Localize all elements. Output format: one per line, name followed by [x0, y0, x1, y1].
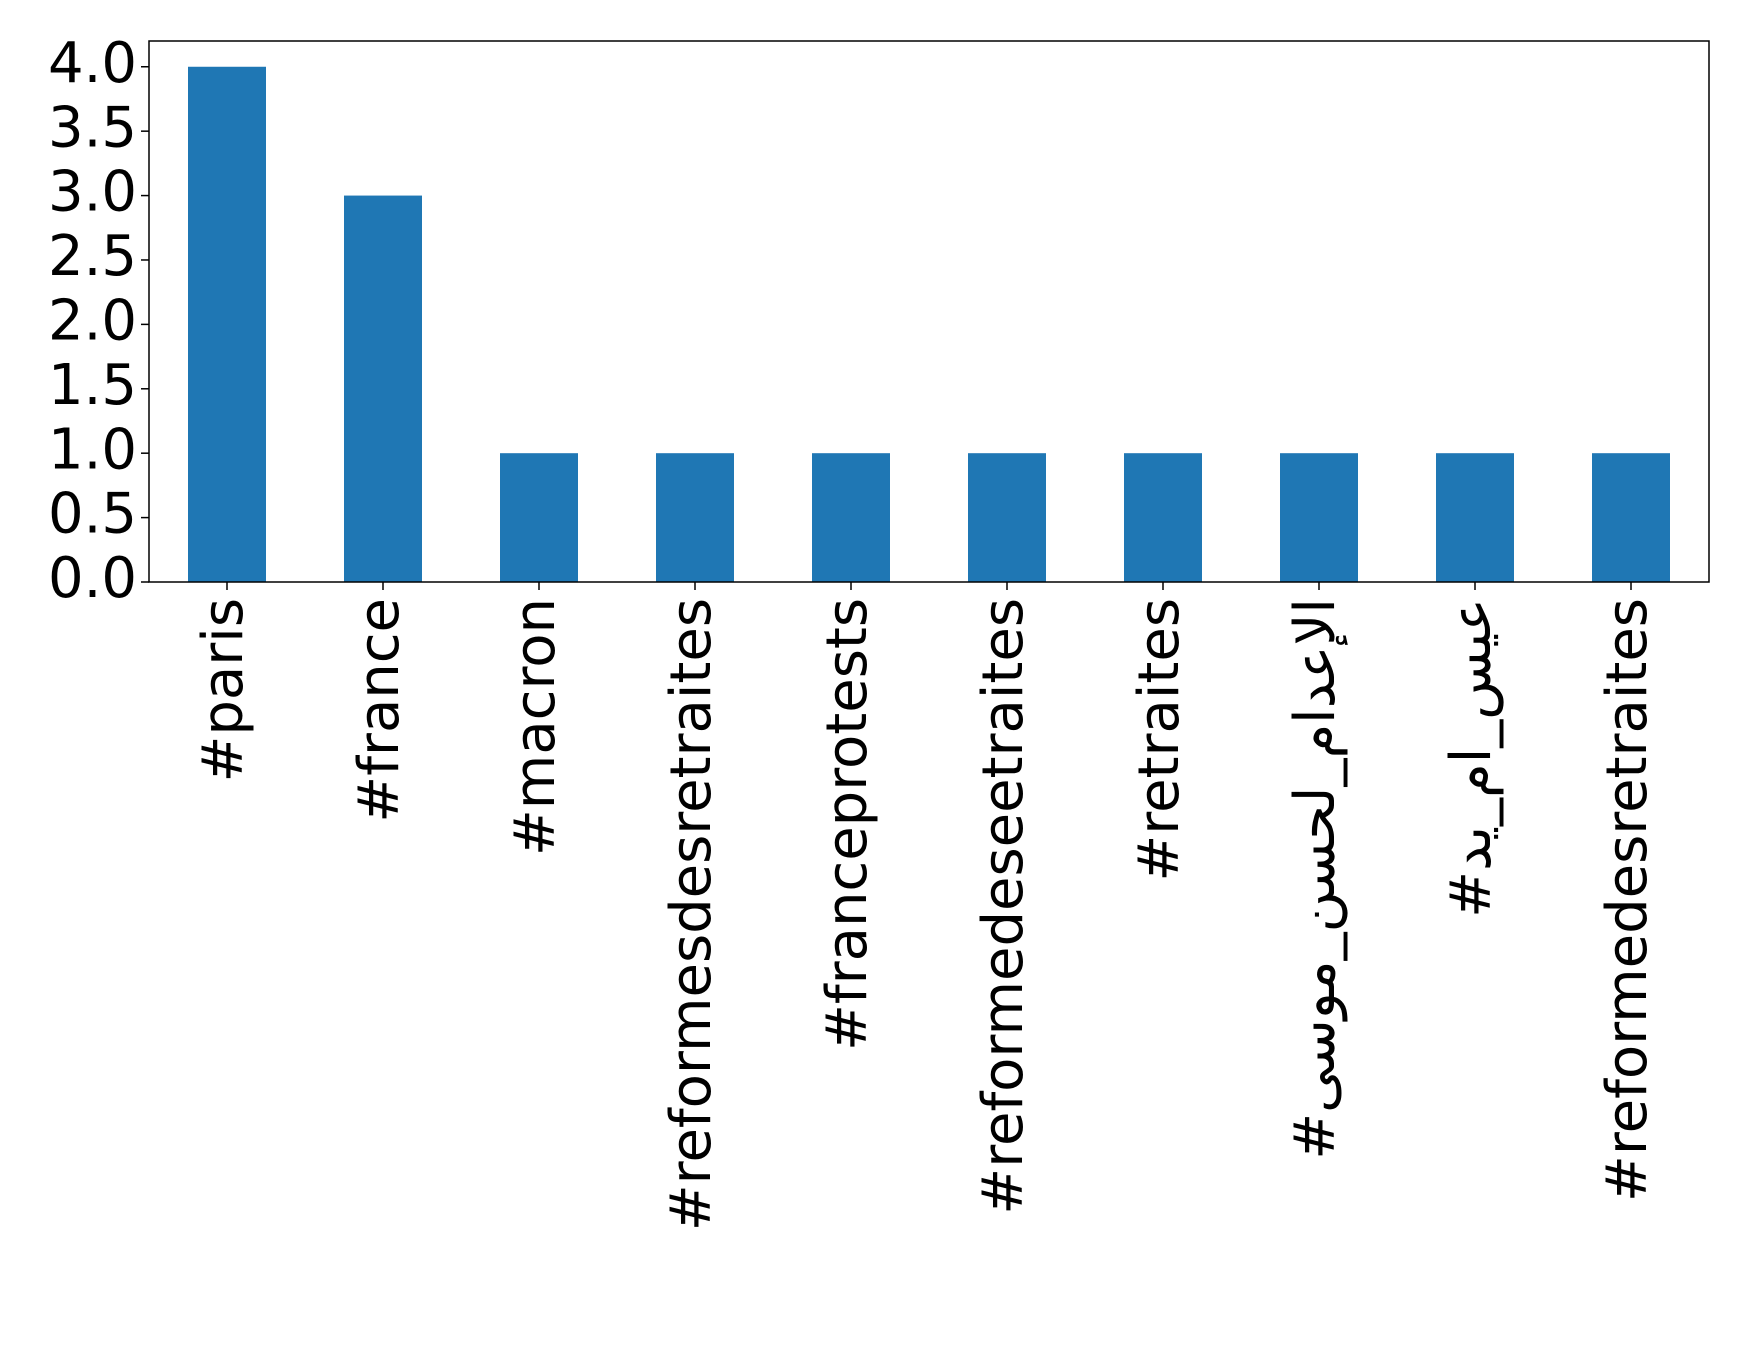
- x-tick-label: #عيس_ام_يد: [1439, 598, 1504, 918]
- bar: [500, 453, 578, 582]
- x-tick-label: #macron: [503, 598, 568, 856]
- y-tick-label: 2.5: [48, 224, 137, 289]
- x-tick-label: #الإعدام_لحسن_موسى: [1283, 598, 1348, 1160]
- x-tick-label: #franceprotests: [815, 598, 880, 1051]
- x-tick-label: #reformesdesretraites: [659, 598, 724, 1231]
- bar: [344, 195, 422, 583]
- x-tick-label: #reformedesretraites: [1595, 598, 1660, 1202]
- bar: [1280, 453, 1358, 582]
- y-tick-label: 1.5: [48, 353, 137, 418]
- x-tick-label: #paris: [191, 598, 256, 783]
- bar: [188, 66, 266, 582]
- y-tick-label: 1.0: [48, 417, 137, 482]
- x-tick-label: #france: [347, 598, 412, 823]
- bar: [656, 453, 734, 582]
- y-tick-label: 0.5: [48, 482, 137, 547]
- y-tick-label: 3.5: [48, 95, 137, 160]
- y-tick-label: 4.0: [48, 31, 137, 96]
- y-tick-label: 0.0: [48, 546, 137, 611]
- x-tick-label: #retraites: [1127, 598, 1192, 882]
- bar: [968, 453, 1046, 582]
- bar: [1436, 453, 1514, 582]
- bar: [812, 453, 890, 582]
- plot-frame: [148, 40, 1710, 583]
- y-tick-label: 3.0: [48, 160, 137, 225]
- x-tick-label: #reformedeseetraites: [971, 598, 1036, 1215]
- bar: [1124, 453, 1202, 582]
- y-tick-label: 2.0: [48, 289, 137, 354]
- bar: [1592, 453, 1670, 582]
